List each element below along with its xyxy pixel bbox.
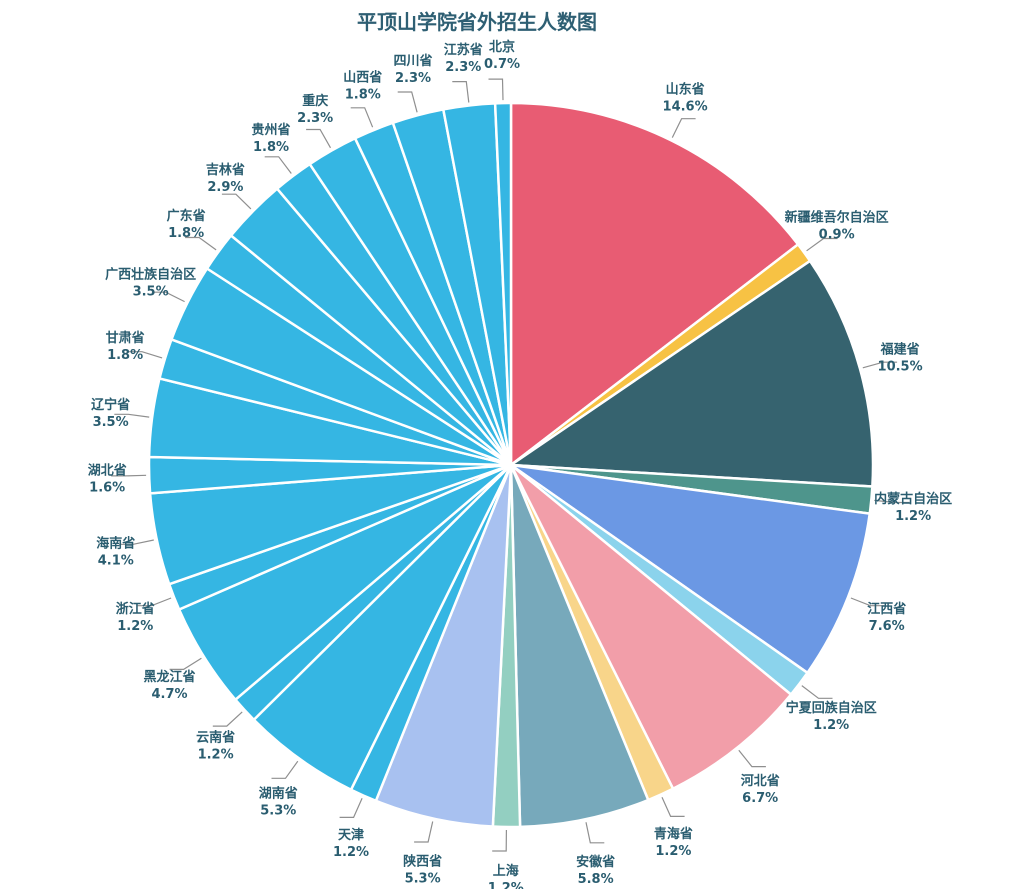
slice-name-label: 辽宁省 xyxy=(91,397,130,413)
label-leader-line xyxy=(661,797,685,818)
label-leader-line xyxy=(264,156,292,174)
label-leader-line xyxy=(806,237,838,252)
slice-labels: 山东省 14.6% 新疆维吾尔自治区 0.9% 福建省 10.5% 内蒙古自治区 1.2% 江西… xyxy=(88,39,952,889)
slice-percent-label: 5.3% xyxy=(260,803,296,818)
label-leaders xyxy=(111,78,910,852)
pie-slice xyxy=(509,101,800,467)
slice-name-label: 宁夏回族自治区 xyxy=(786,700,877,716)
slice-percent-label: 1.2% xyxy=(655,844,691,859)
slice-name-label: 贵州省 xyxy=(251,122,290,138)
label-leader-line xyxy=(850,597,885,607)
slice-name-label: 甘肃省 xyxy=(106,330,145,346)
label-leader-line xyxy=(397,91,418,113)
label-leader-line xyxy=(738,749,766,768)
slice-name-label: 陕西省 xyxy=(403,853,442,869)
label-leader-line xyxy=(212,711,243,727)
slice-percent-label: 1.2% xyxy=(488,881,524,889)
label-leader-line xyxy=(137,597,172,607)
label-leader-line xyxy=(452,80,470,103)
label-leader-line xyxy=(874,499,910,504)
slice-name-label: 江苏省 xyxy=(444,42,483,58)
slice-name-label: 江西省 xyxy=(867,601,906,617)
slice-percent-label: 1.8% xyxy=(345,88,381,103)
label-leader-line xyxy=(128,351,163,359)
slice-name-label: 云南省 xyxy=(196,730,235,746)
slice-name-label: 四川省 xyxy=(393,53,432,69)
slice-name-label: 青海省 xyxy=(654,826,693,842)
slice-name-label: 山西省 xyxy=(343,70,382,86)
slice-name-label: 北京 xyxy=(489,39,515,55)
slice-percent-label: 0.7% xyxy=(484,57,520,72)
slice-percent-label: 1.2% xyxy=(117,619,153,634)
slice-percent-label: 1.2% xyxy=(198,748,234,763)
slice-name-label: 河北省 xyxy=(741,773,780,789)
slice-percent-label: 1.2% xyxy=(813,718,849,733)
slice-name-label: 福建省 xyxy=(880,341,920,357)
label-leader-line xyxy=(350,107,374,128)
label-leader-line xyxy=(414,821,434,843)
slice-percent-label: 0.9% xyxy=(819,227,855,242)
slice-percent-label: 1.6% xyxy=(89,481,125,496)
label-leader-line xyxy=(185,236,217,251)
label-leader-line xyxy=(492,829,507,852)
slice-name-label: 安徽省 xyxy=(576,854,615,870)
label-leader-line xyxy=(339,798,363,819)
slice-percent-label: 10.5% xyxy=(878,359,923,374)
slice-name-label: 湖北省 xyxy=(88,463,127,479)
slice-percent-label: 1.8% xyxy=(168,226,204,241)
slice-percent-label: 3.5% xyxy=(133,285,169,300)
pie-slice xyxy=(509,463,793,790)
label-leader-line xyxy=(221,193,252,210)
pie-slice xyxy=(509,259,875,488)
slice-percent-label: 1.8% xyxy=(107,348,143,363)
slice-name-label: 浙江省 xyxy=(116,601,155,617)
slice-name-label: 重庆 xyxy=(302,93,328,109)
slice-percent-label: 6.7% xyxy=(742,791,778,806)
slice-percent-label: 4.7% xyxy=(151,687,187,702)
slice-name-label: 内蒙古自治区 xyxy=(874,491,952,507)
pie-slices xyxy=(147,101,875,829)
slice-percent-label: 3.5% xyxy=(93,415,129,430)
slice-name-label: 上海 xyxy=(493,863,519,879)
pie-slice xyxy=(493,101,513,467)
slice-percent-label: 2.3% xyxy=(445,60,481,75)
slice-percent-label: 5.3% xyxy=(405,871,441,886)
slice-percent-label: 14.6% xyxy=(663,99,708,114)
pie-slice xyxy=(509,463,650,829)
label-leader-line xyxy=(306,128,332,149)
pie-slice xyxy=(509,463,871,675)
label-leader-line xyxy=(801,685,833,699)
slice-percent-label: 7.6% xyxy=(869,619,905,634)
label-leader-line xyxy=(114,413,150,418)
slice-percent-label: 5.8% xyxy=(578,872,614,887)
slice-percent-label: 2.3% xyxy=(395,71,431,86)
slice-percent-label: 1.8% xyxy=(253,140,289,155)
label-leader-line xyxy=(151,291,185,303)
slice-percent-label: 2.3% xyxy=(297,111,333,126)
label-leader-line xyxy=(271,760,299,779)
label-leader-line xyxy=(585,822,605,844)
label-leader-line xyxy=(111,474,147,477)
slice-name-label: 山东省 xyxy=(666,81,705,97)
slice-percent-label: 1.2% xyxy=(895,509,931,524)
slice-name-label: 吉林省 xyxy=(206,162,245,178)
slice-name-label: 天津 xyxy=(338,827,364,843)
slice-name-label: 黑龙江省 xyxy=(143,669,195,685)
label-leader-line xyxy=(862,361,898,369)
slice-name-label: 广东省 xyxy=(167,208,206,224)
slice-percent-label: 2.9% xyxy=(207,180,243,195)
label-leader-line xyxy=(671,118,696,138)
slice-percent-label: 4.1% xyxy=(98,554,134,569)
slice-name-label: 新疆维吾尔自治区 xyxy=(785,209,889,225)
slice-percent-label: 1.2% xyxy=(333,845,369,860)
slice-name-label: 海南省 xyxy=(96,536,135,552)
slice-name-label: 广西壮族自治区 xyxy=(105,267,196,283)
chart-title: 平顶山学院省外招生人数图 xyxy=(357,10,597,34)
label-leader-line xyxy=(169,657,202,671)
label-leader-line xyxy=(488,78,504,101)
slice-name-label: 湖南省 xyxy=(259,785,298,801)
label-leader-line xyxy=(119,539,154,545)
